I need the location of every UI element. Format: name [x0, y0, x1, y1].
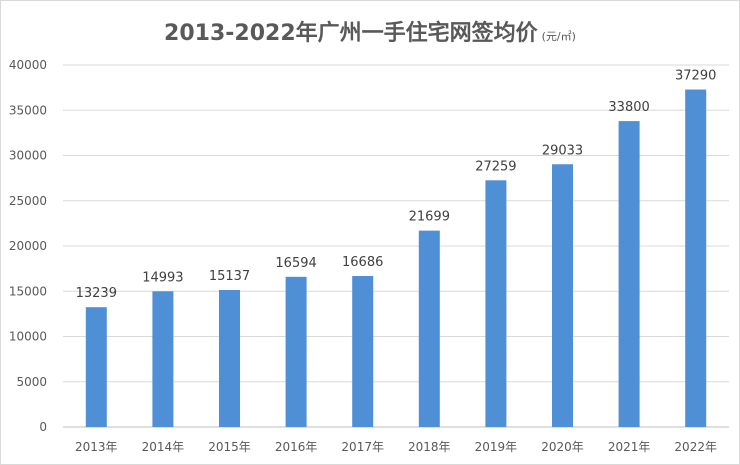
x-tick-label: 2015年 — [208, 440, 251, 454]
data-label: 21699 — [409, 210, 450, 225]
data-label: 37290 — [675, 69, 716, 84]
y-tick-label: 40000 — [9, 58, 47, 72]
y-tick-label: 20000 — [9, 239, 47, 253]
data-label: 16594 — [275, 256, 316, 271]
bar — [618, 121, 640, 428]
y-tick-label: 5000 — [16, 375, 47, 389]
bar — [418, 230, 440, 427]
chart-title-text: 2013-2022年广州一手住宅网签均价 — [164, 21, 538, 46]
data-label: 13239 — [76, 286, 117, 301]
bar — [685, 89, 707, 427]
data-label: 16686 — [342, 255, 383, 270]
data-label: 33800 — [608, 100, 649, 115]
data-label: 14993 — [142, 270, 183, 285]
x-tick-label: 2020年 — [541, 440, 584, 454]
bar — [552, 164, 573, 427]
bar — [485, 180, 507, 427]
x-tick-label: 2017年 — [341, 440, 384, 454]
y-tick-label: 25000 — [9, 194, 47, 208]
data-label: 27259 — [475, 159, 516, 174]
x-tick-label: 2018年 — [408, 440, 451, 454]
x-tick-label: 2019年 — [475, 440, 518, 454]
y-tick-label: 35000 — [9, 103, 47, 117]
y-tick-label: 30000 — [9, 149, 47, 163]
data-label: 15137 — [209, 269, 250, 284]
x-tick-label: 2016年 — [275, 440, 318, 454]
chart-unit: (元/㎡) — [541, 30, 576, 43]
bar — [285, 276, 307, 427]
bar — [85, 307, 107, 427]
y-tick-label: 0 — [39, 420, 47, 434]
x-tick-label: 2013年 — [75, 440, 118, 454]
chart-title: 2013-2022年广州一手住宅网签均价 (元/㎡) — [1, 15, 739, 47]
y-tick-label: 10000 — [9, 330, 47, 344]
x-tick-label: 2022年 — [674, 440, 717, 454]
y-tick-label: 15000 — [9, 284, 47, 298]
bar — [352, 275, 374, 427]
x-tick-label: 2021年 — [608, 440, 651, 454]
data-label: 29033 — [542, 143, 583, 158]
bar — [219, 290, 240, 427]
x-tick-label: 2014年 — [142, 440, 185, 454]
bar — [152, 291, 174, 427]
